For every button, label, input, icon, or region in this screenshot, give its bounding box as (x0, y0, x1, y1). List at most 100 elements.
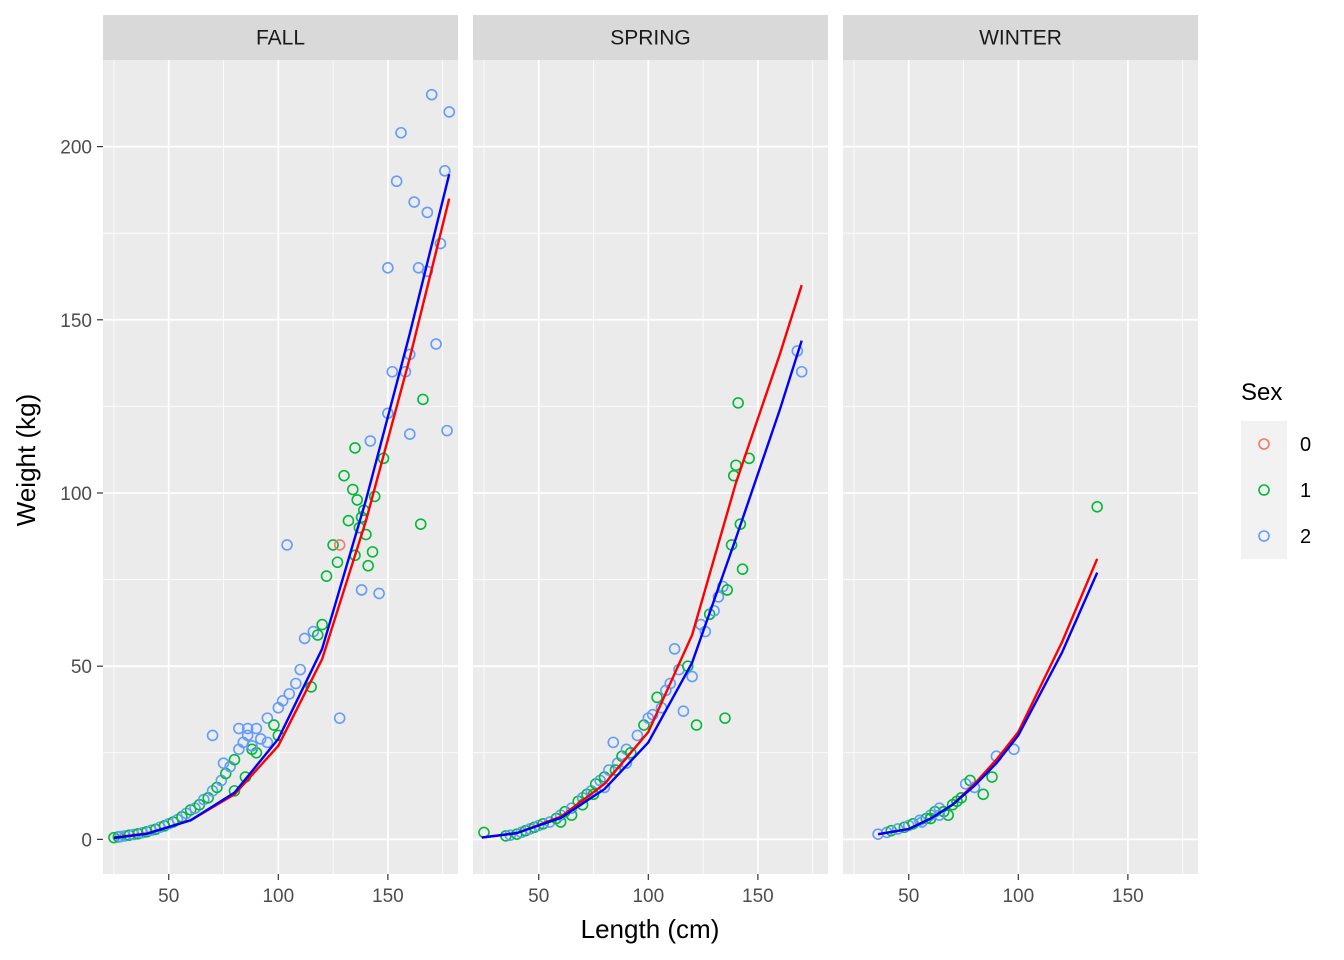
x-tick-label: 50 (528, 886, 549, 907)
legend-key (1241, 513, 1287, 559)
legend-label: 1 (1300, 480, 1311, 502)
panel-background (103, 60, 458, 874)
y-tick-label: 100 (60, 484, 92, 505)
data-point-sex-2 (712, 591, 725, 603)
data-point-sex-2 (631, 729, 644, 742)
y-tick-label: 0 (81, 830, 92, 851)
data-point-sex-2 (217, 757, 230, 769)
data-point-sex-2 (382, 262, 394, 274)
data-point-sex-2 (395, 126, 407, 139)
data-point-sex-2 (439, 165, 451, 177)
y-tick-label: 200 (60, 138, 92, 159)
panel-background (843, 60, 1198, 874)
data-point-sex-2 (425, 88, 438, 101)
data-point-sex-2 (408, 196, 420, 208)
facet-panel-winter: WINTER 50 100 150 (843, 15, 1198, 907)
data-point-sex-2 (250, 722, 263, 735)
data-point-sex-2 (430, 338, 442, 350)
data-point-sex-1 (311, 629, 324, 641)
data-point-sex-1 (351, 494, 363, 506)
data-point-sex-2 (441, 424, 453, 437)
data-point-sex-1 (690, 719, 703, 731)
data-point-sex-2 (233, 722, 245, 735)
data-point-sex-1 (732, 397, 744, 409)
data-point-sex-2 (298, 632, 311, 645)
data-point-sex-1 (331, 556, 344, 569)
data-point-sex-2 (241, 722, 254, 735)
data-point-sex-1 (1091, 501, 1103, 513)
x-tick-label: 150 (372, 886, 404, 907)
data-point-sex-1 (734, 518, 747, 530)
data-point-sex-2 (290, 677, 302, 690)
data-point-sex-2 (261, 736, 274, 749)
fit-line-blue (481, 340, 803, 839)
data-point-sex-2 (276, 695, 289, 707)
legend-title: Sex (1241, 379, 1282, 406)
data-point-sex-2 (668, 643, 681, 655)
data-point-sex-1 (338, 469, 350, 482)
data-point-sex-2 (241, 729, 254, 742)
data-point-sex-2 (364, 435, 377, 447)
data-point-sex-2 (443, 106, 456, 118)
data-point-sex-1 (537, 817, 549, 830)
data-point-sex-2 (686, 670, 698, 683)
data-point-sex-2 (677, 705, 690, 718)
data-point-sex-1 (624, 746, 637, 759)
data-point-sex-2 (206, 729, 219, 742)
data-point-sex-0 (333, 539, 346, 551)
legend-key-symbol (1258, 530, 1270, 542)
data-point-sex-1 (721, 584, 733, 596)
data-point-sex-2 (283, 688, 296, 700)
data-point-sex-1 (414, 518, 427, 530)
data-point-sex-1 (986, 771, 998, 783)
data-point-sex-2 (795, 365, 808, 378)
facet-strip (843, 15, 1198, 60)
data-point-sex-1 (347, 483, 359, 496)
facet-strip-label: WINTER (979, 27, 1062, 50)
data-point-sex-2 (254, 733, 267, 745)
data-point-sex-2 (664, 677, 677, 690)
data-point-sex-1 (228, 785, 241, 797)
data-point-sex-1 (342, 514, 355, 527)
data-point-sex-1 (320, 570, 333, 582)
legend-key-symbol (1258, 438, 1270, 450)
facet-panels: FALL 50 100 150 SPRING 50 100 150 WINTER 50 100 150 (103, 15, 1198, 907)
data-point-sex-2 (355, 584, 368, 596)
legend-label: 0 (1300, 434, 1311, 456)
fit-line-blue (877, 572, 1099, 836)
data-point-sex-2 (294, 663, 307, 676)
data-point-sex-1 (942, 809, 954, 821)
data-point-sex-1 (651, 691, 663, 704)
fit-line-blue (113, 174, 451, 840)
x-tick-label: 50 (158, 886, 179, 907)
data-point-sex-1 (736, 563, 749, 575)
legend-key (1241, 467, 1287, 513)
data-point-sex-1 (349, 442, 361, 454)
y-axis: 0 50 100 150 200 (60, 138, 103, 851)
y-axis-title: Weight (kg) (11, 394, 41, 526)
legend-key-symbol (1258, 484, 1270, 496)
x-tick-label: 100 (632, 886, 664, 907)
x-tick-label: 50 (898, 886, 919, 907)
data-point-sex-1 (316, 618, 328, 631)
x-tick-label: 100 (262, 886, 294, 907)
data-point-sex-1 (955, 791, 968, 804)
data-point-sex-2 (373, 587, 385, 600)
legend-label: 2 (1300, 526, 1311, 548)
y-tick-label: 150 (60, 311, 92, 332)
data-point-sex-1 (977, 788, 990, 801)
data-point-sex-2 (403, 428, 416, 440)
facet-strip (103, 15, 458, 60)
data-point-sex-1 (268, 719, 280, 731)
data-point-sex-2 (390, 175, 403, 188)
facet-panel-spring: SPRING 50 100 150 (473, 15, 828, 907)
legend-key (1241, 421, 1287, 467)
panel-background (473, 60, 828, 874)
x-axis-title: Length (cm) (581, 914, 720, 944)
facet-strip-label: SPRING (610, 27, 691, 50)
y-tick-label: 50 (71, 657, 92, 678)
data-point-sex-1 (228, 753, 241, 766)
data-point-sex-2 (1008, 743, 1020, 756)
data-point-sex-2 (246, 740, 258, 752)
